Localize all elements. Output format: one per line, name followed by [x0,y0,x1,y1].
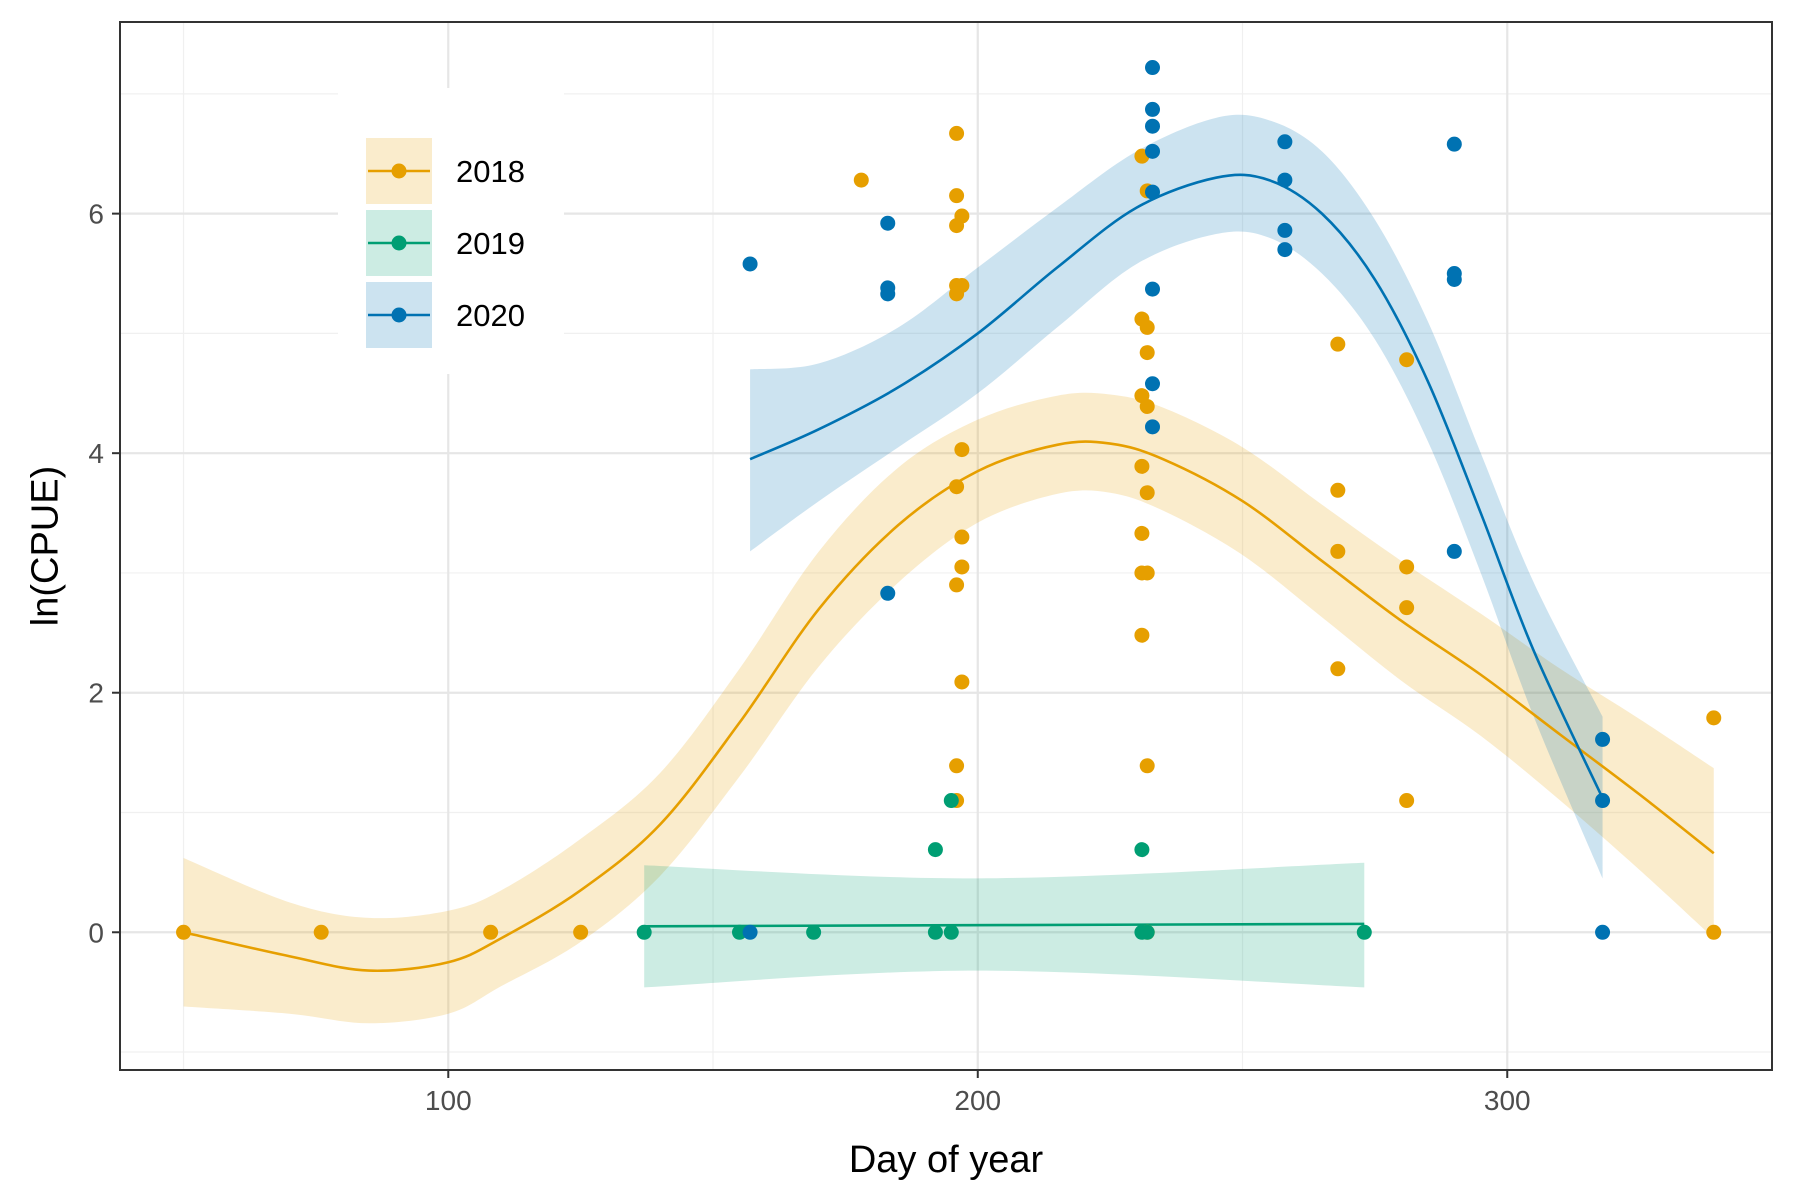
legend-label-2020: 2020 [456,298,525,333]
point-2020 [1145,281,1160,297]
point-2020 [1595,731,1611,747]
y-tick-label: 6 [88,199,104,230]
point-2018 [1706,710,1722,726]
point-2018 [1139,758,1155,774]
point-2018 [954,559,970,575]
point-2019 [806,924,822,940]
point-2018 [573,924,589,940]
point-2019 [732,924,747,940]
point-2018 [1139,398,1155,414]
y-axis-title: ln(CPUE) [24,466,66,626]
y-tick-label: 0 [88,917,104,948]
point-2020 [1145,101,1160,117]
point-2020 [1145,118,1160,134]
legend-marker-2020 [391,307,407,323]
point-2020 [1277,134,1293,150]
point-2020 [1277,242,1293,258]
point-2018 [1139,319,1155,335]
legend-item-2020: 2020 [366,282,525,348]
x-tick-label: 100 [425,1085,472,1116]
point-2020 [1145,60,1160,76]
point-2018 [949,479,965,495]
point-2018 [954,529,970,545]
legend: 2018 2019 2020 [338,88,564,374]
legend-marker-2018 [391,163,407,179]
point-2018 [954,442,970,458]
point-2018 [949,188,965,204]
point-2019 [927,842,943,858]
point-2018 [1399,793,1415,809]
point-2018 [949,218,965,234]
legend-box [338,88,564,374]
point-2018 [176,924,192,940]
point-2020 [1595,924,1611,940]
point-2019 [1134,842,1150,858]
point-2020 [880,286,896,302]
point-2020 [1446,136,1462,152]
point-2020 [1277,172,1293,188]
point-2018 [1399,559,1415,575]
point-2019 [636,924,652,940]
point-2018 [949,125,965,141]
point-2018 [949,577,965,593]
point-2020 [1446,543,1462,559]
point-2018 [949,758,965,774]
legend-item-2018: 2018 [366,138,525,204]
point-2018 [1706,924,1722,940]
axes: 100 200 300 0 2 4 6 [88,199,1530,1116]
point-2018 [483,924,499,940]
point-2020 [1277,222,1293,238]
y-tick-label: 4 [88,438,104,469]
point-2018 [1134,458,1150,474]
point-2018 [949,286,965,302]
point-2018 [1330,661,1346,677]
legend-marker-2019 [391,235,407,251]
legend-label-2019: 2019 [456,226,525,261]
point-2020 [880,585,896,601]
point-2020 [1145,184,1160,200]
point-2018 [313,924,329,940]
point-2020 [742,924,758,940]
point-2019 [943,924,959,940]
data-points [176,60,1722,940]
point-2020 [1145,419,1160,435]
point-2018 [1399,352,1415,368]
point-2018 [1330,336,1346,352]
point-2020 [1446,272,1462,288]
point-2018 [1134,627,1150,643]
point-2018 [1330,482,1346,498]
point-2019 [927,924,943,940]
point-2018 [954,674,970,690]
point-2018 [1399,600,1415,616]
point-2018 [1139,485,1155,501]
point-2018 [853,172,869,188]
point-2020 [1145,376,1160,392]
legend-item-2019: 2019 [366,210,525,276]
point-2018 [1134,525,1150,541]
point-2018 [1330,543,1346,559]
panel-border [119,21,1773,1071]
point-2018 [1139,565,1155,581]
point-2019 [1139,924,1155,940]
y-tick-label: 2 [88,678,104,709]
x-tick-label: 300 [1484,1085,1531,1116]
point-2018 [1139,345,1155,361]
fit-line-2020 [749,173,1604,799]
fit-line-2019 [644,922,1365,928]
point-2019 [1356,924,1372,940]
point-2019 [943,793,959,809]
x-axis-title: Day of year [849,1139,1044,1181]
point-2020 [742,256,758,272]
x-tick-label: 200 [954,1085,1001,1116]
point-2020 [880,215,896,231]
point-2020 [1145,143,1160,159]
legend-label-2018: 2018 [456,154,525,189]
point-2020 [1595,793,1611,809]
